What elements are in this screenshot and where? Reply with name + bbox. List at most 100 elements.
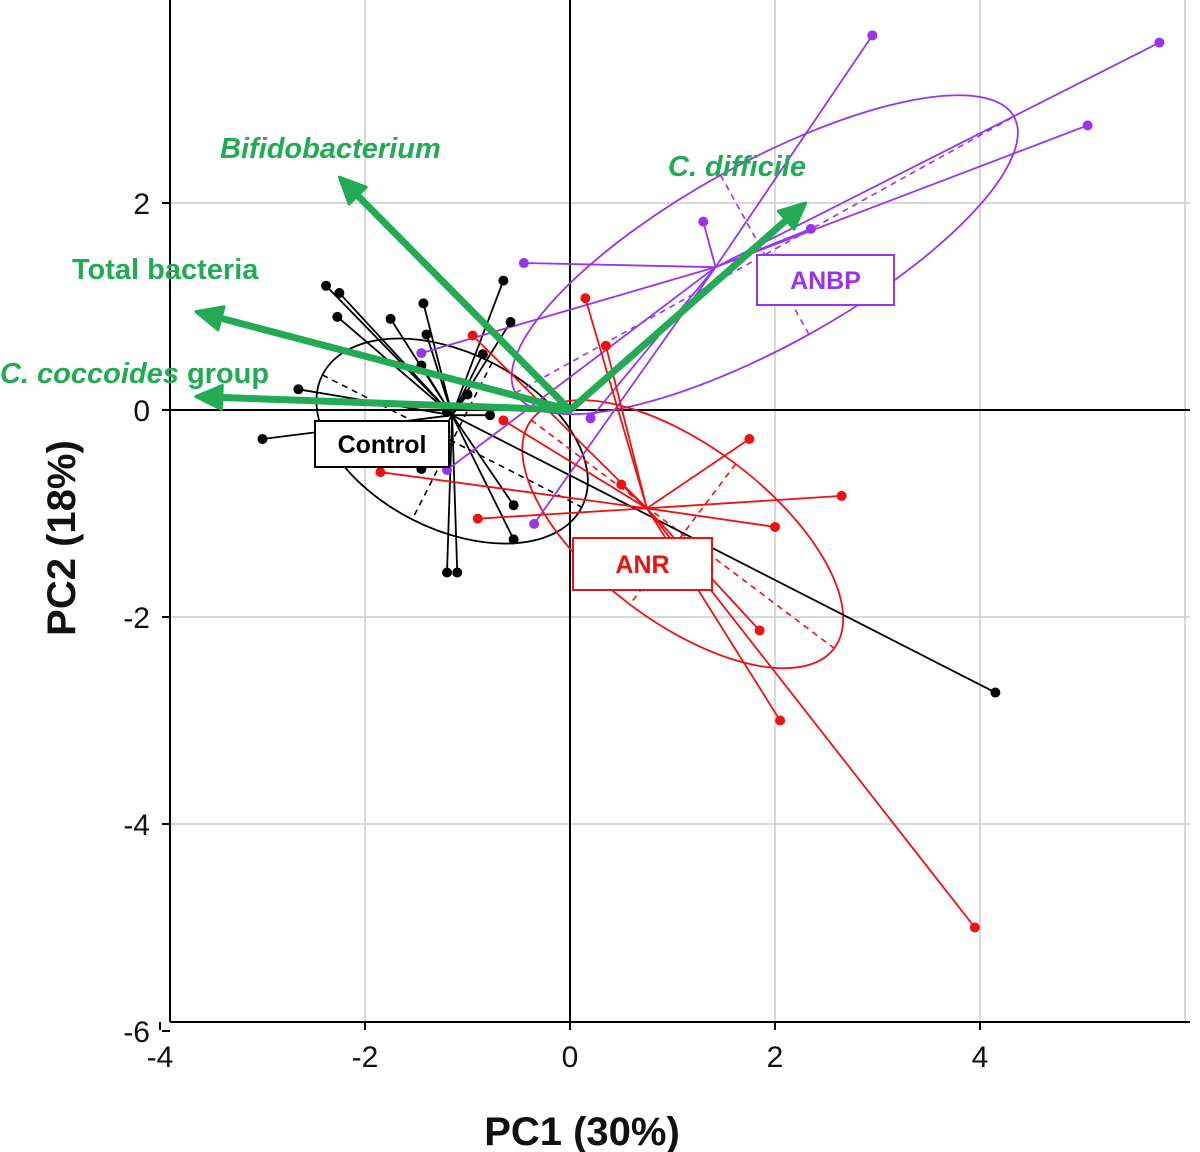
spoke-control — [446, 415, 454, 573]
point-anr — [498, 415, 509, 426]
x-tick-label: -2 — [352, 1041, 379, 1074]
spoke-anr — [620, 483, 648, 509]
spoke-control — [451, 415, 459, 573]
spoke-anr — [584, 297, 648, 509]
point-control — [508, 500, 519, 511]
point-anr — [836, 490, 847, 501]
x-tick-label: 2 — [767, 1041, 784, 1074]
point-control — [332, 311, 343, 322]
vector-label: Total bacteria — [72, 254, 259, 286]
arrowhead-icon — [194, 305, 226, 332]
y-tick-label: 2 — [133, 188, 150, 221]
spoke-anbp — [421, 266, 716, 354]
point-anr — [472, 513, 483, 524]
point-anr — [754, 625, 765, 636]
group-label-box-control — [314, 420, 450, 468]
point-control — [257, 433, 268, 444]
spoke-anbp — [715, 124, 1088, 269]
point-anr — [580, 293, 591, 304]
y-tick-label: 0 — [133, 395, 150, 428]
spoke-anr — [380, 471, 647, 510]
group-label-anbp: ANBP — [790, 267, 861, 295]
point-control — [462, 389, 473, 400]
vector-c-difficile — [566, 216, 790, 414]
point-anbp — [698, 216, 709, 227]
point-anr — [600, 340, 611, 351]
vector-label: C. coccoides group — [0, 358, 269, 390]
spoke-anbp — [714, 34, 874, 268]
spoke-anr — [646, 507, 776, 528]
vector-label: Bifidobacterium — [220, 133, 441, 165]
point-control — [508, 534, 519, 545]
group-label-box-anr — [572, 537, 713, 591]
point-anr — [770, 521, 780, 532]
x-tick-label: -4 — [147, 1041, 174, 1074]
point-anbp — [518, 258, 529, 269]
y-tick-label: -6 — [123, 1016, 150, 1049]
group-label-control: Control — [338, 431, 427, 459]
loading-vectors — [194, 175, 808, 414]
ellipse-minor-axis — [411, 362, 493, 520]
point-anr — [969, 922, 980, 933]
spoke-anr — [477, 507, 647, 520]
spoke-control — [422, 303, 453, 416]
vector-c-coccoides-group — [218, 393, 574, 414]
spoke-anbp — [589, 266, 717, 419]
data-points — [257, 30, 1165, 933]
spoke-control — [451, 414, 515, 540]
point-anr — [467, 330, 478, 341]
spoke-anbp — [446, 266, 717, 471]
point-anr — [375, 467, 386, 478]
spoke-anbp — [523, 262, 716, 269]
spoke-anbp — [715, 41, 1160, 268]
vector-label: C. difficile — [668, 151, 806, 183]
point-anr — [744, 433, 755, 444]
point-anbp — [585, 413, 596, 424]
ellipse-major-axis — [530, 419, 835, 649]
spoke-anr — [646, 438, 750, 510]
point-control — [452, 567, 463, 578]
spoke-anr — [646, 495, 842, 510]
point-control — [293, 384, 304, 395]
point-control — [385, 313, 396, 324]
point-anbp — [529, 518, 540, 529]
point-control — [990, 687, 1001, 698]
vector-total-bacteria — [217, 314, 574, 414]
spoke-anbp — [702, 221, 717, 268]
spoke-control — [451, 280, 505, 416]
point-control — [334, 288, 345, 299]
y-axis-title: PC2 (18%) — [40, 440, 84, 636]
point-control — [418, 298, 429, 309]
vector-bifidobacterium — [354, 192, 574, 414]
point-anbp — [1154, 37, 1165, 48]
spoke-control — [451, 414, 996, 694]
group-label-box-anbp — [756, 254, 895, 306]
spoke-anr — [502, 419, 648, 510]
point-anbp — [867, 30, 878, 41]
point-anr — [775, 715, 786, 726]
plot-frame — [159, 0, 1190, 1032]
point-control — [498, 275, 509, 286]
x-tick-label: 4 — [972, 1041, 989, 1074]
point-control — [442, 407, 452, 418]
x-axis-title: PC1 (30%) — [484, 1110, 680, 1152]
point-control — [421, 329, 432, 340]
x-tick-label: 0 — [562, 1041, 579, 1074]
y-tick-label: -2 — [123, 602, 150, 635]
point-anr — [616, 479, 627, 490]
point-anbp — [416, 348, 427, 359]
point-anbp — [805, 223, 816, 234]
spoke-control — [451, 414, 515, 506]
arrowhead-icon — [194, 383, 224, 411]
point-control — [442, 567, 452, 578]
point-control — [505, 317, 516, 328]
spoke-anr — [471, 334, 648, 509]
point-control — [321, 280, 332, 291]
group-label-anr: ANR — [615, 551, 669, 579]
point-control — [477, 349, 488, 360]
arrowhead-icon — [776, 201, 808, 231]
point-control — [485, 410, 496, 421]
point-anbp — [1082, 120, 1093, 131]
